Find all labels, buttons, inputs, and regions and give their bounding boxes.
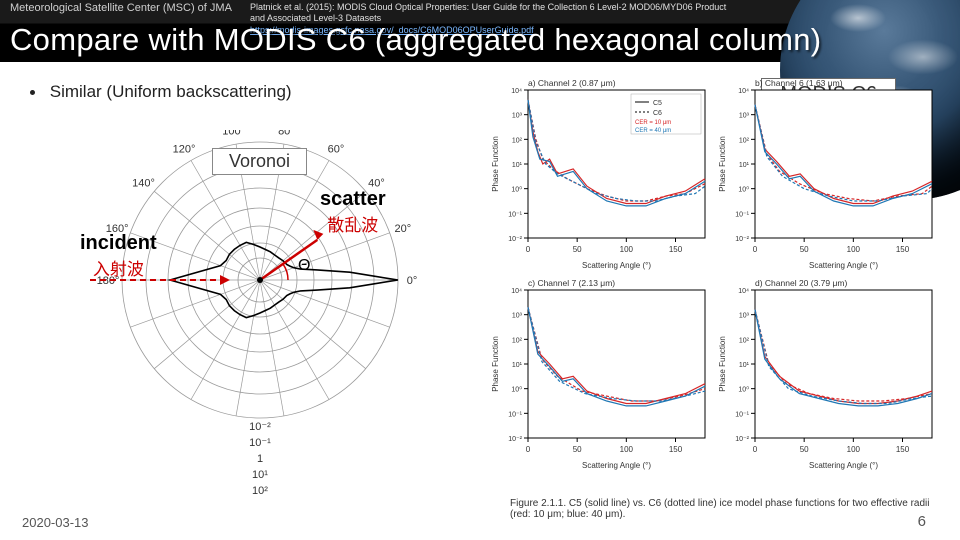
svg-text:50: 50 — [800, 245, 809, 254]
svg-text:Phase Function: Phase Function — [491, 336, 500, 392]
svg-text:C6: C6 — [653, 110, 662, 117]
slide-title: Compare with MODIS C6 (aggregated hexago… — [10, 22, 821, 58]
svg-text:50: 50 — [800, 445, 809, 454]
svg-text:10⁰: 10⁰ — [738, 186, 749, 194]
svg-text:10⁴: 10⁴ — [511, 288, 522, 295]
panel-d: 0 50 100 150 10⁻² 10⁻¹ 10⁰ 10¹ 10² 10³ 10⁴ Scatteri… — [713, 272, 940, 472]
svg-text:10²: 10² — [512, 137, 523, 144]
voronoi-label: Voronoi — [212, 148, 307, 175]
panel-c: 0 50 100 150 10⁻² 10⁻¹ 10⁰ 10¹ 10² 10³ 10⁴ Scatteri… — [486, 272, 713, 472]
svg-text:150: 150 — [896, 445, 910, 454]
svg-text:150: 150 — [896, 245, 910, 254]
svg-text:1: 1 — [257, 453, 263, 465]
svg-text:CER = 10 μm: CER = 10 μm — [635, 120, 671, 126]
svg-text:10⁻²: 10⁻² — [735, 436, 749, 443]
bullet-text: Similar (Uniform backscattering) — [50, 82, 292, 101]
svg-text:10⁰: 10⁰ — [511, 186, 522, 194]
svg-text:20°: 20° — [395, 223, 412, 235]
svg-text:Θ: Θ — [298, 257, 310, 274]
svg-text:Scattering Angle (°): Scattering Angle (°) — [809, 461, 878, 470]
svg-text:10¹: 10¹ — [252, 469, 268, 481]
incident-en: incident — [80, 232, 157, 254]
svg-text:Phase Function: Phase Function — [718, 136, 727, 192]
svg-text:10⁻²: 10⁻² — [508, 236, 522, 243]
scatter-jp: 散乱波 — [320, 211, 386, 236]
svg-text:10⁴: 10⁴ — [511, 88, 522, 95]
incident-label: incident 入射波 — [80, 232, 157, 280]
svg-text:b) Channel 6 (1.63 μm): b) Channel 6 (1.63 μm) — [755, 78, 843, 88]
svg-text:10²: 10² — [739, 337, 750, 344]
slide: Meteorological Satellite Center (MSC) of… — [0, 0, 960, 540]
svg-text:100: 100 — [620, 245, 634, 254]
svg-text:150: 150 — [669, 245, 683, 254]
figure-caption: Figure 2.1.1. C5 (solid line) vs. C6 (do… — [510, 498, 930, 520]
svg-text:CER = 40 μm: CER = 40 μm — [635, 128, 671, 134]
svg-text:10⁻²: 10⁻² — [249, 421, 271, 433]
svg-text:10³: 10³ — [739, 313, 750, 320]
svg-text:0°: 0° — [407, 275, 418, 287]
svg-text:10⁴: 10⁴ — [738, 88, 749, 95]
svg-text:100°: 100° — [222, 130, 245, 137]
svg-text:10⁴: 10⁴ — [738, 288, 749, 295]
svg-text:10⁻²: 10⁻² — [508, 436, 522, 443]
svg-text:10⁻¹: 10⁻¹ — [249, 437, 271, 449]
svg-text:10⁻¹: 10⁻¹ — [735, 411, 749, 418]
svg-text:10⁻¹: 10⁻¹ — [735, 211, 749, 218]
svg-text:10²: 10² — [512, 337, 523, 344]
svg-text:100: 100 — [847, 245, 861, 254]
svg-text:10⁻¹: 10⁻¹ — [508, 411, 522, 418]
footer-page: 6 — [918, 513, 926, 530]
svg-text:c) Channel 7 (2.13 μm): c) Channel 7 (2.13 μm) — [528, 278, 615, 288]
panel-b: 0 50 100 150 10⁻² 10⁻¹ 10⁰ 10¹ 10² 10³ 10⁴ Scatteri… — [713, 72, 940, 272]
svg-text:10⁰: 10⁰ — [738, 386, 749, 394]
scatter-label: scatter 散乱波 — [320, 188, 386, 236]
svg-text:10²: 10² — [739, 137, 750, 144]
svg-text:d) Channel 20 (3.79 μm): d) Channel 20 (3.79 μm) — [755, 278, 847, 288]
incident-jp: 入射波 — [80, 255, 157, 280]
svg-text:60°: 60° — [328, 143, 345, 155]
bullet-row: Similar (Uniform backscattering) — [30, 82, 292, 102]
panel-a: 0 50 100 150 10⁻² 10⁻¹ 10⁰ 10¹ 10² 10³ 10⁴ Scatteri… — [486, 72, 713, 272]
svg-text:10³: 10³ — [512, 313, 523, 320]
svg-text:150: 150 — [669, 445, 683, 454]
svg-text:Scattering Angle (°): Scattering Angle (°) — [809, 261, 878, 270]
svg-text:10⁻²: 10⁻² — [735, 236, 749, 243]
svg-text:10²: 10² — [252, 485, 268, 497]
svg-text:0: 0 — [526, 445, 531, 454]
phase-function-panels: 0 50 100 150 10⁻² 10⁻¹ 10⁰ 10¹ 10² 10³ 10⁴ Scatteri… — [486, 72, 940, 500]
footer-date: 2020-03-13 — [22, 515, 89, 530]
header-bar: Meteorological Satellite Center (MSC) of… — [0, 0, 960, 62]
svg-text:80°: 80° — [278, 130, 295, 137]
org-label: Meteorological Satellite Center (MSC) of… — [10, 2, 232, 14]
svg-text:10¹: 10¹ — [739, 362, 750, 369]
svg-text:C5: C5 — [653, 100, 662, 107]
bullet-dot — [30, 90, 35, 95]
svg-text:120°: 120° — [173, 143, 196, 155]
svg-text:10³: 10³ — [739, 113, 750, 120]
svg-text:10³: 10³ — [512, 113, 523, 120]
svg-text:10⁰: 10⁰ — [511, 386, 522, 394]
scatter-en: scatter — [320, 188, 386, 210]
svg-text:0: 0 — [753, 245, 758, 254]
svg-text:Scattering Angle (°): Scattering Angle (°) — [582, 461, 651, 470]
svg-text:Phase Function: Phase Function — [718, 336, 727, 392]
svg-text:10¹: 10¹ — [739, 162, 750, 169]
svg-text:100: 100 — [620, 445, 634, 454]
polar-chart: Voronoi scatter 散乱波 incident 入射波 0°20°40… — [40, 130, 470, 500]
svg-text:a) Channel 2 (0.87 μm): a) Channel 2 (0.87 μm) — [528, 78, 616, 88]
svg-text:10⁻¹: 10⁻¹ — [508, 211, 522, 218]
svg-text:0: 0 — [753, 445, 758, 454]
svg-text:Phase Function: Phase Function — [491, 136, 500, 192]
svg-text:0: 0 — [526, 245, 531, 254]
svg-text:10¹: 10¹ — [512, 162, 523, 169]
svg-text:50: 50 — [573, 445, 582, 454]
svg-text:Scattering Angle (°): Scattering Angle (°) — [582, 261, 651, 270]
svg-text:140°: 140° — [132, 177, 155, 189]
svg-text:50: 50 — [573, 245, 582, 254]
polar-svg: 0°20°40°60°80°100°120°140°160°180°Θ10⁻²1… — [40, 130, 470, 500]
svg-text:10¹: 10¹ — [512, 362, 523, 369]
citation-text: Platnick et al. (2015): MODIS Cloud Opti… — [250, 2, 726, 23]
svg-text:100: 100 — [847, 445, 861, 454]
